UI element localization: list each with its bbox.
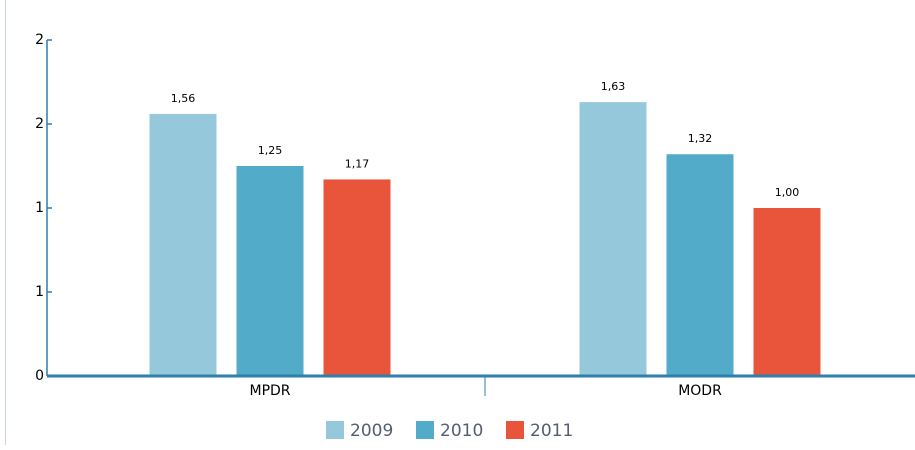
value-label: 1,63 xyxy=(601,80,626,93)
bar xyxy=(149,113,217,377)
y-tick-label: 1 xyxy=(35,200,44,216)
y-tick-label: 2 xyxy=(35,116,44,132)
legend-swatch xyxy=(326,421,344,439)
y-tick-label: 2 xyxy=(35,32,44,48)
x-tick-label: MODR xyxy=(678,383,722,399)
value-label: 1,17 xyxy=(345,157,370,170)
y-tick-label: 0 xyxy=(35,368,44,384)
value-label: 1,25 xyxy=(258,144,283,157)
y-tick-label: 1 xyxy=(35,284,44,300)
bar xyxy=(666,154,734,376)
legend-label: 2011 xyxy=(530,421,573,441)
bar xyxy=(579,102,647,376)
value-label: 1,56 xyxy=(171,92,196,105)
legend-label: 2009 xyxy=(350,421,393,441)
value-label: 1,00 xyxy=(775,186,800,199)
legend-swatch xyxy=(506,421,524,439)
value-label: 1,32 xyxy=(688,132,713,145)
legend-swatch xyxy=(416,421,434,439)
legend-label: 2010 xyxy=(440,421,483,441)
x-tick-label: MPDR xyxy=(249,383,290,399)
bar xyxy=(323,179,391,376)
bar xyxy=(236,166,304,376)
bar xyxy=(753,208,821,376)
